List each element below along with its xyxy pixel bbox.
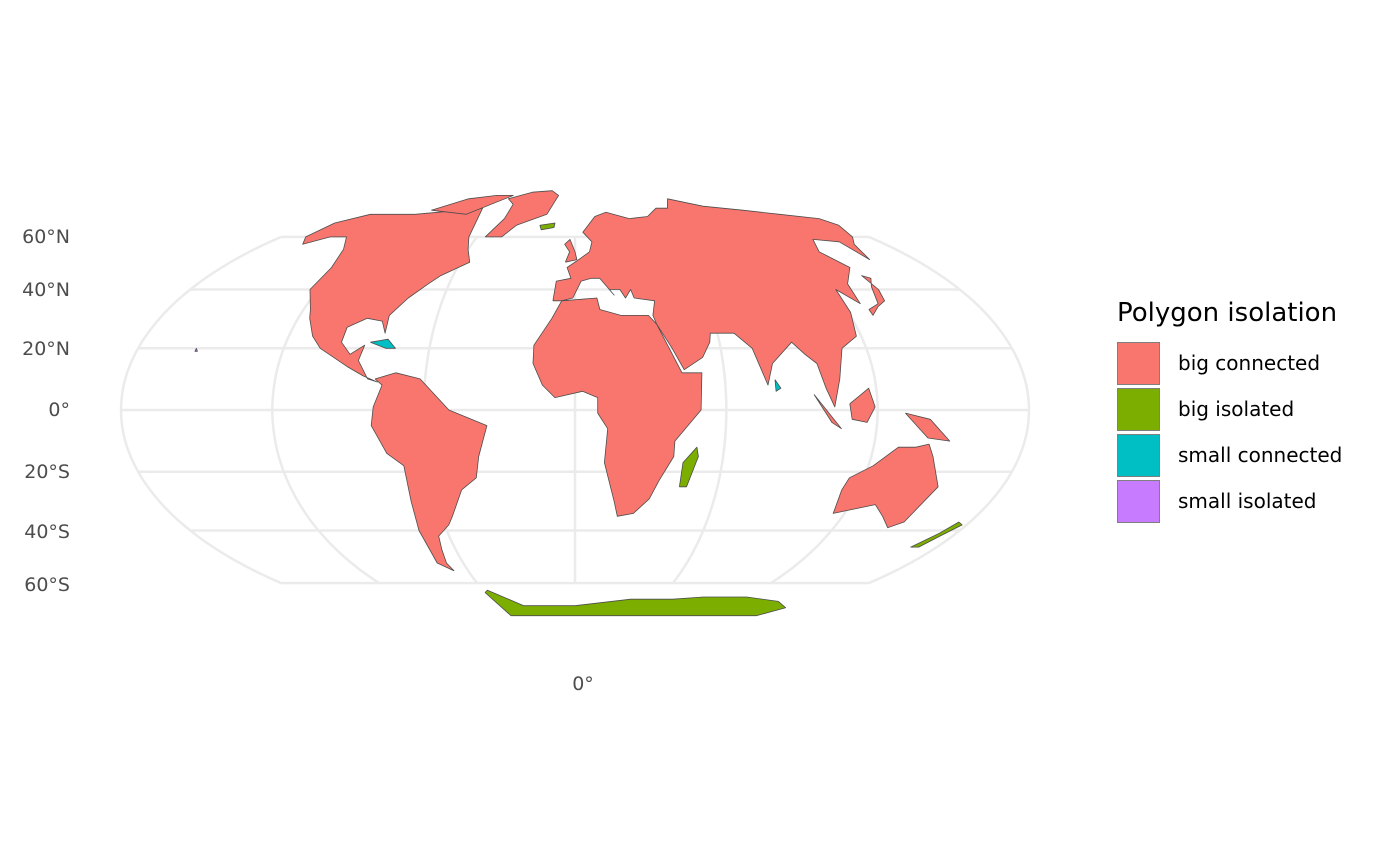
legend-item-big-connected: big connected [1117, 340, 1342, 386]
legend-label: small isolated [1178, 489, 1317, 513]
y-tick-40s: 40°S [24, 521, 70, 543]
meridian-line [119, 235, 282, 585]
legend-item-small-isolated: small isolated [1117, 478, 1342, 524]
y-tick-60n: 60°N [22, 226, 70, 248]
greenland-polygon [484, 190, 559, 238]
cuba-polygon [370, 338, 396, 349]
y-tick-60s: 60°S [24, 574, 70, 596]
legend-swatch [1117, 433, 1160, 477]
new-guinea-polygon [905, 412, 951, 442]
eurasia-polygon [552, 198, 871, 408]
legend: Polygon isolation big connected big isol… [1117, 298, 1342, 524]
legend-label: big connected [1178, 351, 1321, 375]
legend-swatch [1117, 479, 1160, 523]
japan-polygon [861, 275, 885, 316]
legend-label: big isolated [1178, 397, 1295, 421]
antarctica-polygon [484, 589, 786, 617]
meridian-line [868, 235, 1031, 585]
borneo-polygon [849, 387, 876, 423]
arctic-islands-polygon [431, 195, 514, 215]
y-tick-40n: 40°N [22, 279, 70, 301]
legend-swatch [1117, 387, 1160, 431]
australia-polygon [832, 443, 939, 529]
sri-lanka-polygon [774, 379, 782, 392]
legend-item-small-connected: small connected [1117, 432, 1342, 478]
legend-item-big-isolated: big isolated [1117, 386, 1342, 432]
y-tick-20s: 20°S [24, 461, 70, 483]
uk-polygon [564, 239, 578, 263]
legend-swatch [1117, 341, 1160, 385]
sumatra-polygon [813, 394, 842, 430]
x-tick-0: 0° [572, 673, 594, 695]
madagascar-polygon [679, 446, 699, 488]
legend-label: small connected [1178, 443, 1343, 467]
north-america-polygon [302, 207, 483, 383]
new-zealand-polygon [910, 521, 963, 548]
land-polygons [194, 190, 963, 617]
legend-title: Polygon isolation [1117, 298, 1338, 328]
south-america-polygon [370, 372, 488, 572]
y-tick-20n: 20°N [22, 338, 70, 360]
iceland-polygon [539, 222, 556, 231]
hawaii-polygon [194, 348, 198, 352]
africa-polygon [532, 297, 703, 517]
y-tick-0: 0° [48, 399, 70, 421]
